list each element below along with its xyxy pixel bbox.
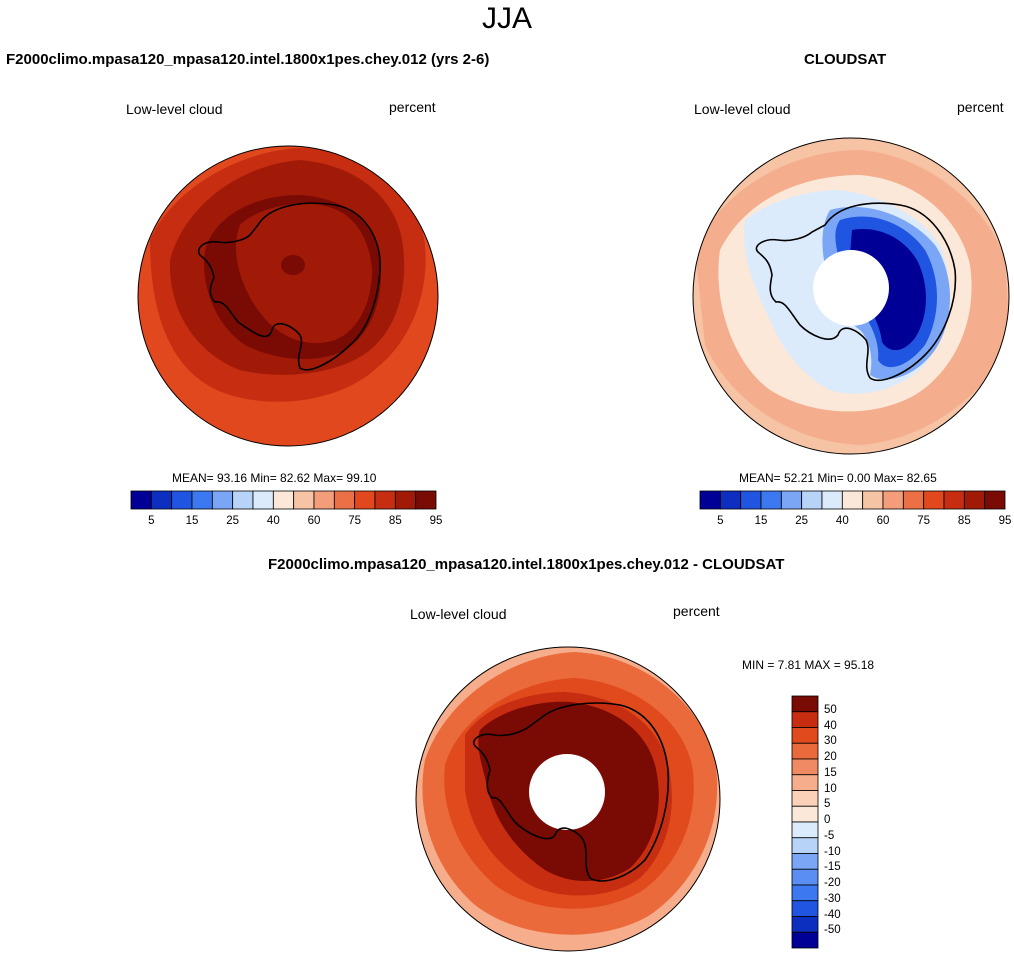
diff-units-label: percent (673, 603, 720, 619)
diff-colorbar-box (791, 727, 819, 744)
model-colorbar-tick-label: 95 (429, 515, 443, 527)
diff-colorbar-tick-label: 0 (824, 814, 831, 826)
diff-colorbar-tick-label: 40 (824, 719, 837, 732)
diff-stats: MIN = 7.81 MAX = 95.18 (742, 658, 875, 672)
diff-colorbar-tick-label: 50 (824, 703, 837, 716)
diff-colorbar-tick-label: -50 (824, 924, 841, 937)
obs-panel-title: CLOUDSAT (804, 51, 887, 68)
obs-colorbar-box (984, 490, 1006, 510)
diff-colorbar-box (791, 790, 819, 807)
model-map-border (137, 145, 439, 447)
diff-colorbar-box (791, 931, 819, 949)
diff-colorbar-box (791, 695, 819, 713)
obs-colorbar-tick-label: 40 (835, 515, 849, 527)
diff-panel-title: F2000climo.mpasa120_mpasa120.intel.1800x… (268, 556, 785, 573)
diff-colorbar-box (791, 900, 819, 917)
obs-antarctica-outline (755, 202, 957, 382)
diff-colorbar-tick-label: 5 (824, 798, 831, 811)
model-antarctica-outline (198, 202, 381, 371)
model-panel-title: F2000climo.mpasa120_mpasa120.intel.1800x… (6, 51, 490, 68)
diff-polar-gap (529, 754, 605, 830)
page-title: JJA (481, 2, 532, 35)
diff-colorbar-box (791, 711, 819, 728)
obs-stats: MEAN= 52.21 Min= 0.00 Max= 82.65 (739, 471, 937, 485)
diff-colorbar-tick-label: 15 (824, 766, 837, 779)
obs-colorbar-tick-label: 95 (998, 515, 1012, 527)
obs-colorbar-tick-label: 15 (754, 515, 768, 527)
model-units-label: percent (389, 99, 436, 115)
obs-variable-label: Low-level cloud (694, 101, 791, 117)
diff-colorbar-box (791, 821, 819, 839)
obs-polar-gap (813, 250, 889, 326)
diff-colorbar-box (791, 916, 819, 933)
diff-colorbar-tick-label: 10 (824, 782, 837, 795)
diff-colorbar-box (791, 853, 819, 870)
model-colorbar-tick-label: 5 (148, 515, 155, 527)
obs-colorbar-tick-label: 5 (717, 515, 724, 527)
diff-colorbar-tick-label: 20 (824, 751, 837, 763)
diff-colorbar-box (791, 884, 819, 902)
diff-colorbar-box (791, 837, 819, 854)
model-region-interior (236, 203, 372, 344)
obs-colorbar-tick-label: 60 (876, 515, 890, 527)
model-colorbar-tick-label: 75 (348, 515, 362, 527)
diff-antarctica-outline (473, 702, 670, 882)
diff-colorbar-tick-label: -5 (824, 829, 835, 842)
obs-colorbar-tick-label: 85 (957, 515, 971, 527)
diff-colorbar-box (791, 774, 819, 791)
model-colorbar-tick-label: 85 (388, 515, 402, 527)
model-variable-label: Low-level cloud (126, 101, 223, 117)
diff-colorbar-tick-label: -10 (824, 845, 841, 858)
model-region-dome (281, 255, 305, 275)
obs-map-border (692, 137, 1010, 455)
obs-colorbar-tick-label: 75 (917, 515, 931, 527)
diff-colorbar-tick-label: -20 (824, 877, 841, 889)
diff-variable-label: Low-level cloud (410, 606, 507, 622)
diff-colorbar-tick-label: 30 (824, 735, 837, 748)
obs-colorbar-tick-label: 25 (795, 515, 809, 527)
diff-colorbar-tick-label: -30 (824, 892, 841, 905)
diff-colorbar-tick-label: -15 (824, 861, 841, 874)
diff-colorbar-box (791, 805, 819, 823)
model-colorbar-tick-label: 15 (185, 515, 199, 527)
model-colorbar-tick-label: 60 (307, 515, 321, 527)
diff-map-border (415, 646, 721, 952)
diff-colorbar-box (791, 868, 819, 886)
model-colorbar-box (415, 490, 437, 510)
diff-colorbar-box (791, 742, 819, 760)
model-colorbar-tick-label: 40 (266, 515, 280, 527)
diff-colorbar-tick-label: -40 (824, 908, 841, 921)
obs-units-label: percent (957, 99, 1004, 115)
model-colorbar-tick-label: 25 (226, 515, 240, 527)
diff-colorbar-box (791, 758, 819, 776)
model-stats: MEAN= 93.16 Min= 82.62 Max= 99.10 (172, 471, 377, 485)
